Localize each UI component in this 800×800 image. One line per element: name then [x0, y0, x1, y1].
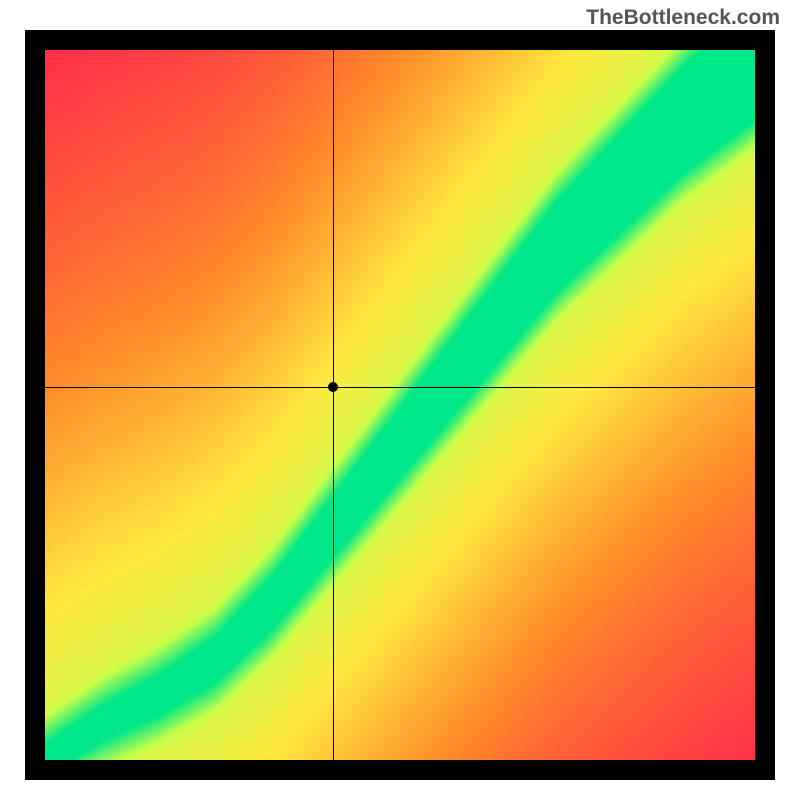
chart-frame: [25, 30, 775, 780]
crosshair-horizontal: [45, 387, 755, 388]
plot-area: [45, 50, 755, 760]
heatmap-canvas: [45, 50, 755, 760]
data-point-marker: [328, 382, 338, 392]
crosshair-vertical: [333, 50, 334, 760]
attribution-text: TheBottleneck.com: [586, 6, 780, 30]
root-container: TheBottleneck.com: [0, 0, 800, 800]
